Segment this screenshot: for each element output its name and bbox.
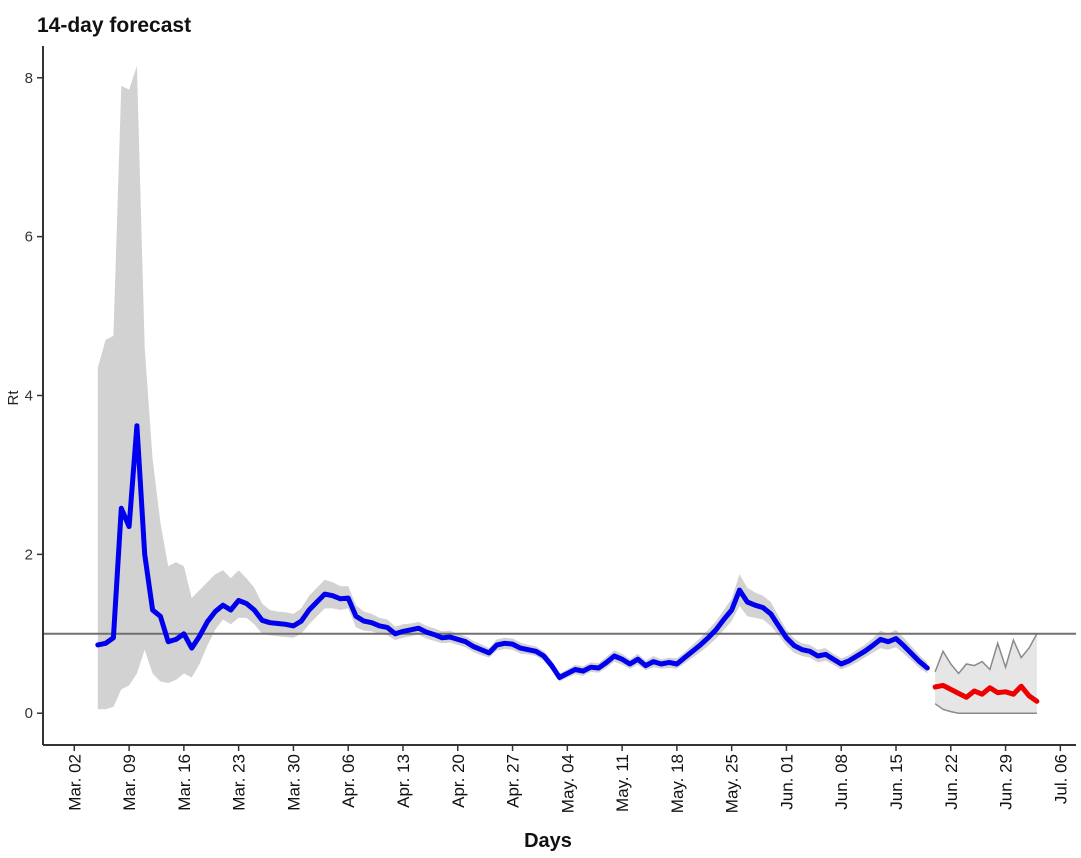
x-tick-label: Apr. 20	[449, 754, 468, 808]
x-tick-label: Jul. 06	[1051, 754, 1070, 804]
series-line-2	[932, 682, 1040, 704]
y-tick-label: 2	[25, 546, 33, 563]
confidence-band-2	[935, 633, 1037, 714]
x-tick-label: Apr. 06	[339, 754, 358, 808]
y-tick-label: 0	[25, 705, 33, 722]
x-tick-label: Jun. 22	[942, 754, 961, 810]
chart-title: 14-day forecast	[37, 14, 191, 37]
x-tick-label: Mar. 09	[120, 754, 139, 811]
y-tick-label: 6	[25, 229, 33, 246]
x-tick-label: Apr. 13	[394, 754, 413, 808]
x-tick-label: May. 11	[613, 754, 632, 812]
x-tick-label: Jun. 29	[997, 754, 1016, 810]
band-upper-edge-2	[934, 633, 1038, 675]
x-tick-label: Mar. 23	[230, 754, 249, 811]
plot-area: 0 2 4 6 8 Mar. 02 Mar. 09 Mar. 16 Mar. 23 Mar. 30…	[25, 46, 1076, 813]
x-tick-label: May. 18	[668, 754, 687, 813]
confidence-band-1	[97, 65, 928, 710]
band-lower-edge-2	[934, 703, 1037, 714]
x-tick-label: Jun. 08	[832, 754, 851, 810]
x-tick-label: Jun. 01	[777, 754, 796, 810]
x-tick-label: Mar. 16	[175, 754, 194, 811]
x-tick-label: May. 25	[723, 754, 742, 813]
y-tick-label: 8	[25, 70, 33, 87]
x-tick-label: Mar. 30	[284, 754, 303, 811]
series-line-1	[95, 423, 930, 680]
y-tick-label: 4	[25, 388, 33, 405]
x-axis-title: Days	[524, 830, 572, 852]
x-tick-label: May. 04	[558, 754, 577, 813]
x-tick-label: Mar. 02	[65, 754, 84, 811]
y-axis-title: Rt	[5, 390, 22, 406]
x-tick-label: Apr. 27	[504, 754, 523, 808]
x-tick-label: Jun. 15	[887, 754, 906, 810]
